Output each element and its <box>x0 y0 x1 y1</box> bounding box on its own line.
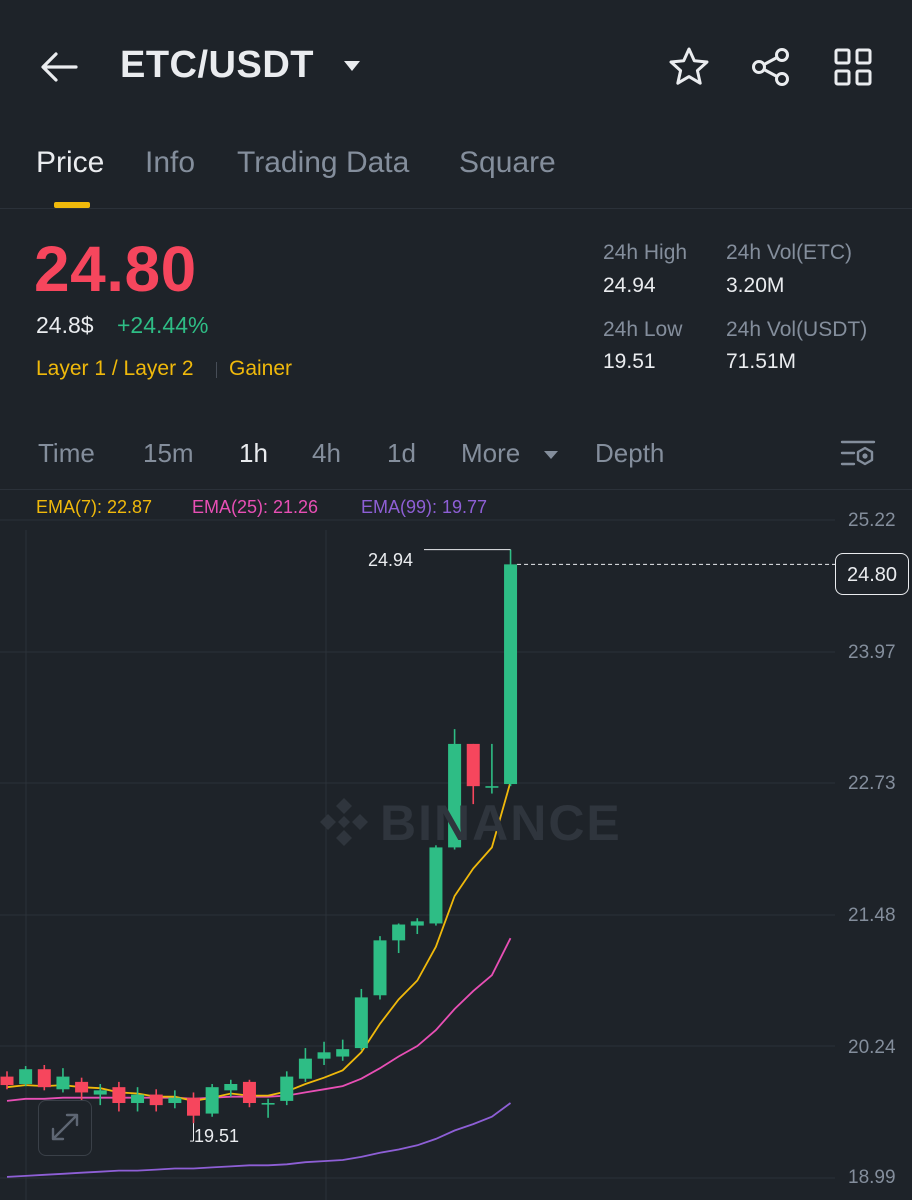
share-button[interactable] <box>748 44 794 90</box>
stat-low-label: 24h Low <box>603 318 683 341</box>
ema99-label: EMA(99): 19.77 <box>361 497 488 517</box>
grid-menu-button[interactable] <box>830 44 876 90</box>
ema99-line <box>6 1102 512 1178</box>
low-price-label: 19.51 <box>194 1126 240 1146</box>
watermark: BINANCE <box>316 794 620 851</box>
candle-body <box>298 1058 312 1079</box>
tag-layer[interactable]: Layer 1 / Layer 2 <box>36 357 194 380</box>
chart-settings-button[interactable] <box>838 436 878 472</box>
stat-vol-quote-value: 71.51M <box>726 350 797 373</box>
current-price-tag: 24.80 <box>835 553 909 595</box>
candle-body <box>56 1076 70 1090</box>
grid-icon <box>834 48 872 86</box>
interval-1h[interactable]: 1h <box>239 438 268 468</box>
candle-body <box>187 1097 200 1116</box>
stat-high-value: 24.94 <box>603 274 656 297</box>
tag-gainer[interactable]: Gainer <box>229 357 293 380</box>
share-icon <box>752 48 789 86</box>
watermark-text: BINANCE <box>380 795 622 851</box>
tag-separator <box>216 362 217 378</box>
stat-vol-quote-label: 24h Vol(USDT) <box>726 318 868 341</box>
candle-body <box>37 1069 51 1088</box>
tab-info[interactable]: Info <box>145 146 196 179</box>
candle-body <box>205 1087 219 1114</box>
binance-logo-icon <box>320 798 368 846</box>
interval-time[interactable]: Time <box>38 438 95 468</box>
stat-high-label: 24h High <box>603 241 688 264</box>
arrow-left-icon <box>41 52 78 82</box>
candle-body <box>336 1049 350 1057</box>
candle-body <box>261 1103 275 1105</box>
interval-1d[interactable]: 1d <box>387 438 416 468</box>
candle-body <box>466 743 480 787</box>
expand-chart-button[interactable] <box>38 1100 92 1156</box>
caret-down-icon <box>544 451 558 459</box>
candle-body <box>354 997 368 1049</box>
candle-body <box>75 1081 89 1093</box>
candle-body <box>149 1094 163 1106</box>
ema25-line <box>6 937 512 1102</box>
intervals-divider <box>0 489 912 490</box>
ema25-label: EMA(25): 21.26 <box>192 497 319 517</box>
candle-body <box>485 786 499 788</box>
depth-tab[interactable]: Depth <box>595 438 665 468</box>
candle-body <box>224 1084 238 1091</box>
candle-body <box>448 743 462 848</box>
tabs-divider <box>0 208 912 209</box>
candle-body <box>392 924 406 941</box>
pair-title[interactable]: ETC/USDT <box>120 44 314 86</box>
interval-4h[interactable]: 4h <box>312 438 341 468</box>
price-change-percent: +24.44% <box>117 312 209 338</box>
candle-body <box>168 1097 182 1104</box>
chart-settings-icon <box>840 440 876 466</box>
candle-body <box>280 1076 294 1101</box>
candle-body <box>373 940 387 996</box>
back-button[interactable] <box>36 44 82 90</box>
candle-body <box>410 921 424 926</box>
y-tick-5: 18.99 <box>848 1167 896 1188</box>
stat-low-value: 19.51 <box>603 350 656 373</box>
stat-vol-base-value: 3.20M <box>726 274 785 297</box>
y-tick-0: 25.22 <box>848 510 896 531</box>
caret-down-icon <box>344 61 360 71</box>
candle-body <box>317 1052 331 1059</box>
ema7-label: EMA(7): 22.87 <box>36 497 153 517</box>
candle-body <box>429 847 443 924</box>
candle-body <box>242 1081 256 1104</box>
candle-body <box>131 1094 145 1104</box>
y-tick-1: 23.97 <box>848 642 896 663</box>
stat-vol-base-label: 24h Vol(ETC) <box>726 241 853 264</box>
tab-price[interactable]: Price <box>36 146 105 179</box>
tab-active-indicator <box>54 202 90 208</box>
candle-body <box>19 1069 33 1084</box>
pair-dropdown[interactable] <box>342 58 362 79</box>
usd-price: 24.8$ <box>36 312 94 338</box>
y-tick-2: 22.73 <box>848 773 896 794</box>
high-price-label: 24.94 <box>368 550 414 570</box>
candle-body <box>0 1076 14 1086</box>
star-icon <box>669 47 709 85</box>
interval-15m[interactable]: 15m <box>143 438 194 468</box>
y-tick-4: 20.24 <box>848 1037 896 1058</box>
candle-body <box>504 564 518 785</box>
more-caret <box>543 448 559 466</box>
expand-icon <box>51 1113 79 1141</box>
favorite-button[interactable] <box>666 44 712 90</box>
last-price: 24.80 <box>34 233 197 305</box>
tab-square[interactable]: Square <box>459 146 556 179</box>
candle-body <box>93 1090 107 1095</box>
y-tick-3: 21.48 <box>848 905 896 926</box>
interval-more[interactable]: More <box>461 438 521 468</box>
candle-body <box>112 1087 126 1104</box>
candlestick-chart[interactable] <box>0 490 912 1200</box>
ema7-line <box>6 781 512 1102</box>
tab-trading-data[interactable]: Trading Data <box>237 146 410 179</box>
